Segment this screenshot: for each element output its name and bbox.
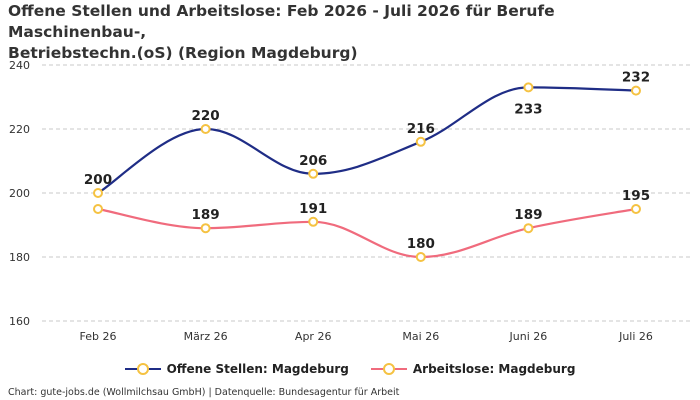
x-tick-label: März 26 [184,330,228,343]
x-tick-label: Juni 26 [509,330,548,343]
data-point-offene-stellen[interactable] [415,136,426,147]
data-label-arbeitslose: 195 [622,188,650,204]
y-tick-label: 200 [9,187,30,200]
data-label-offene-stellen: 233 [514,101,542,117]
legend-label-arbeitslose: Arbeitslose: Magdeburg [412,362,576,376]
data-label-arbeitslose: 191 [299,201,327,217]
x-tick-label: Juli 26 [618,330,653,343]
legend-label-offene-stellen: Offene Stellen: Magdeburg [166,362,349,376]
data-point-arbeitslose[interactable] [308,216,319,227]
data-label-arbeitslose: 189 [514,207,542,223]
source-note: Chart: gute-jobs.de (Wollmilchsau GmbH) … [8,387,400,398]
y-tick-label: 160 [9,315,30,328]
data-point-offene-stellen[interactable] [523,82,534,93]
legend-marker-arbeitslose [382,363,395,375]
y-tick-label: 180 [9,251,30,264]
legend-swatch-offene-stellen [124,363,161,375]
x-tick-label: Apr 26 [295,330,332,343]
data-label-offene-stellen: 220 [192,108,220,124]
series-line-arbeitslose [97,207,637,259]
line-chart: 160 180 200 220 240 Feb 26 März 26 Apr 26 Mai 26… [9,59,692,343]
data-point-arbeitslose[interactable] [93,204,103,214]
data-point-offene-stellen[interactable] [308,168,319,179]
x-tick-label: Mai 26 [402,330,439,343]
data-point-offene-stellen[interactable] [631,85,641,96]
legend: Offene Stellen: Magdeburg Arbeitslose: M… [0,362,700,376]
data-label-offene-stellen: 200 [84,172,112,188]
legend-marker-offene-stellen [136,363,149,375]
legend-item-offene-stellen[interactable]: Offene Stellen: Magdeburg [124,362,349,376]
chart-title-line-2: Betriebstechn.(oS) (Region Magdeburg) [8,44,358,62]
data-label-offene-stellen: 206 [299,153,327,169]
x-tick-label: Feb 26 [80,330,117,343]
legend-item-arbeitslose[interactable]: Arbeitslose: Magdeburg [370,362,576,376]
data-point-arbeitslose[interactable] [631,204,641,214]
y-tick-label: 220 [9,123,30,136]
y-tick-label: 240 [9,59,30,72]
data-label-offene-stellen: 216 [407,121,435,137]
data-point-arbeitslose[interactable] [415,252,426,262]
data-point-arbeitslose[interactable] [523,223,534,234]
data-point-offene-stellen[interactable] [93,188,103,198]
data-label-arbeitslose: 189 [192,207,220,223]
chart-title-line-1: Offene Stellen und Arbeitslose: Feb 2026… [8,2,555,41]
legend-swatch-arbeitslose [370,363,407,375]
data-point-offene-stellen[interactable] [200,124,211,134]
data-point-arbeitslose[interactable] [200,223,211,234]
chart-title: Offene Stellen und Arbeitslose: Feb 2026… [8,1,692,64]
data-label-offene-stellen: 232 [622,70,650,86]
series-line-offene-stellen [97,86,637,194]
data-label-arbeitslose: 180 [407,236,435,252]
